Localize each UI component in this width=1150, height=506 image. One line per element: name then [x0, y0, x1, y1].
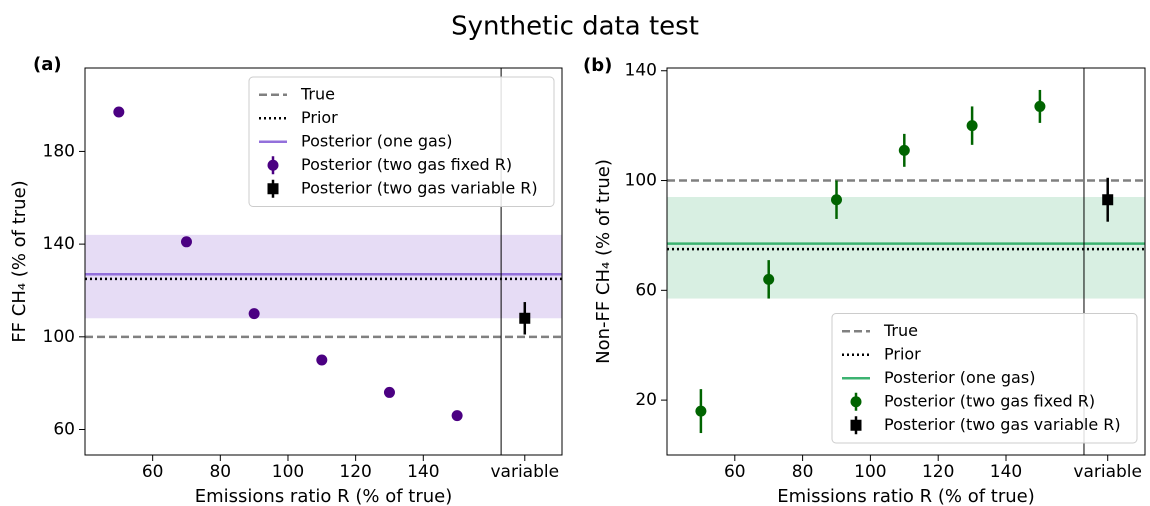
x-axis-label: Emissions ratio R (% of true)	[195, 486, 453, 506]
panel-label: (a)	[33, 54, 62, 75]
uncertainty-band	[85, 234, 562, 319]
x-tick-label: 140	[407, 462, 439, 482]
legend-label: Posterior (two gas variable R)	[301, 178, 538, 197]
x-tick-label: 100	[272, 462, 304, 482]
y-tick-label: 180	[43, 141, 75, 161]
data-point	[966, 120, 978, 132]
legend-label: Prior	[301, 108, 338, 127]
y-tick-label: 100	[625, 171, 657, 191]
y-tick-label: 140	[625, 61, 657, 81]
x-tick-label: 140	[990, 462, 1022, 482]
data-point	[763, 273, 775, 285]
data-point	[316, 354, 328, 366]
uncertainty-band	[667, 197, 1145, 299]
data-point	[180, 236, 192, 248]
legend-marker	[267, 183, 279, 195]
data-point	[383, 386, 395, 398]
x-tick-label: 60	[142, 462, 164, 482]
plot-frame	[666, 67, 1146, 456]
data-point	[695, 405, 707, 417]
legend-label: True	[883, 321, 918, 340]
x-tick-label: variable	[1073, 462, 1142, 482]
x-tick-label: variable	[490, 462, 559, 482]
legend-marker	[850, 419, 862, 431]
y-tick-label: 100	[43, 327, 75, 347]
legend-label: Posterior (one gas)	[884, 368, 1035, 387]
data-point	[248, 308, 260, 320]
data-point	[519, 312, 531, 324]
x-tick-label: 80	[792, 462, 814, 482]
y-axis-label: FF CH₄ (% of true)	[9, 180, 30, 342]
y-tick-label: 20	[635, 390, 657, 410]
data-point	[451, 410, 463, 422]
legend-label: Posterior (two gas fixed R)	[301, 155, 512, 174]
x-tick-label: 80	[209, 462, 231, 482]
x-tick-label: 100	[854, 462, 886, 482]
y-tick-label: 60	[53, 420, 75, 440]
data-point	[1034, 100, 1046, 112]
legend-label: Posterior (two gas fixed R)	[884, 391, 1095, 410]
data-point	[113, 106, 125, 118]
legend-label: Prior	[884, 344, 921, 363]
data-point	[898, 144, 910, 156]
y-axis-label: Non-FF CH₄ (% of true)	[593, 159, 614, 364]
legend-box	[248, 76, 555, 207]
panel-label: (b)	[583, 55, 612, 76]
legend: True Prior Posterior (one gas) Posterior (t…	[831, 313, 1138, 444]
legend-label: Posterior (one gas)	[301, 131, 452, 150]
data-point	[831, 194, 843, 206]
y-tick-label: 140	[43, 234, 75, 254]
x-axis-label: Emissions ratio R (% of true)	[777, 486, 1035, 506]
y-tick-label: 60	[635, 280, 657, 300]
legend-label: Posterior (two gas variable R)	[884, 415, 1121, 434]
x-tick-label: 60	[724, 462, 746, 482]
legend: True Prior Posterior (one gas) Posterior (t…	[248, 76, 555, 207]
legend-label: True	[300, 84, 335, 103]
legend-marker	[850, 396, 862, 408]
legend-box	[831, 313, 1138, 444]
x-tick-label: 120	[339, 462, 371, 482]
legend-marker	[267, 159, 279, 171]
x-tick-label: 120	[922, 462, 954, 482]
plot-frame	[84, 67, 563, 456]
data-point	[1102, 194, 1114, 206]
figure-title: Synthetic data test	[451, 12, 699, 42]
